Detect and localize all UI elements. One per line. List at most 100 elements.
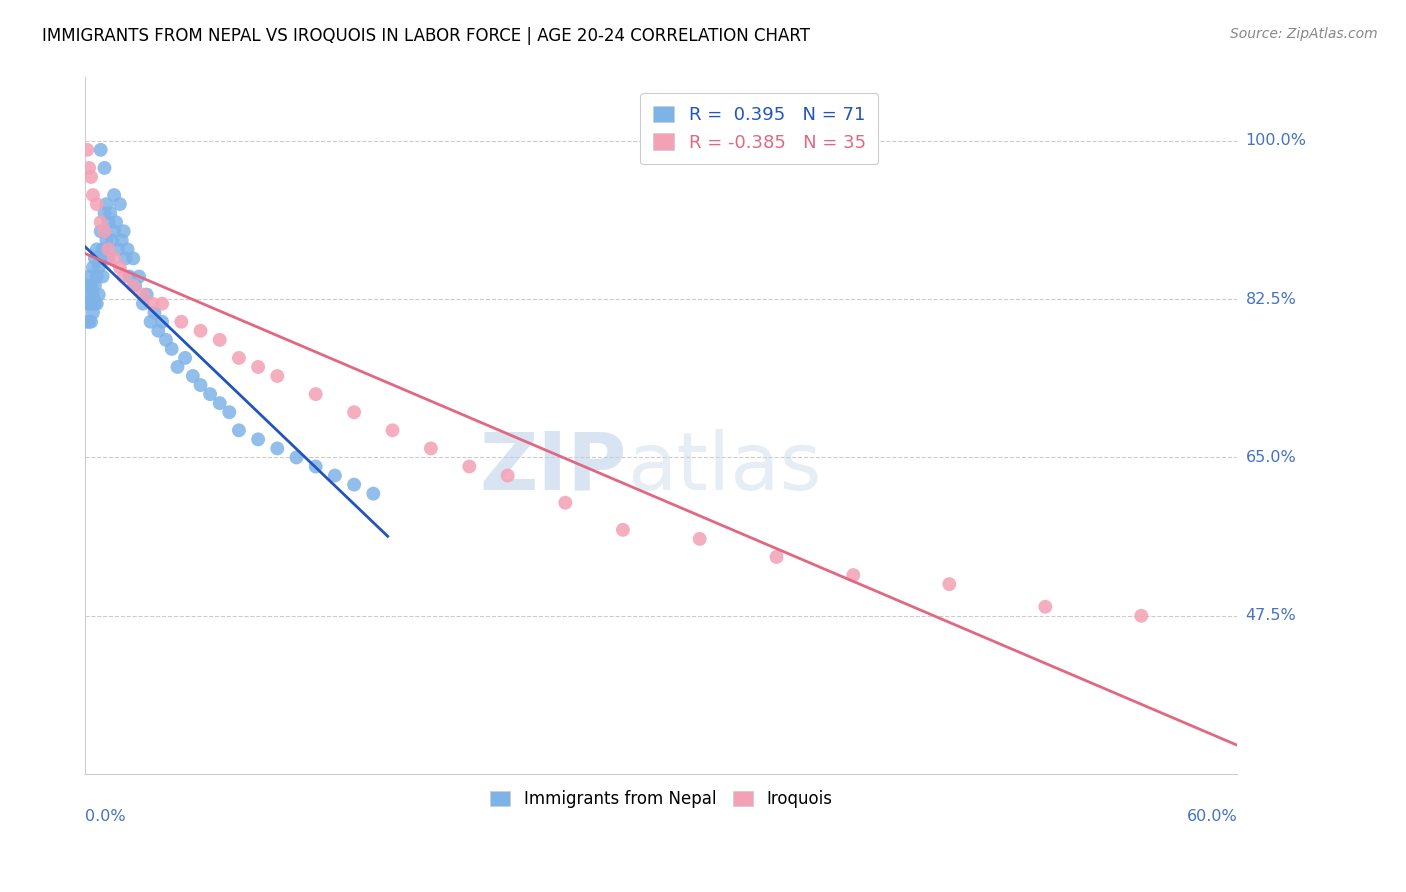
Point <box>765 549 787 564</box>
Point <box>80 169 103 184</box>
Point <box>80 278 103 293</box>
Point <box>323 468 346 483</box>
Point <box>305 459 328 474</box>
Point <box>122 252 145 266</box>
Point <box>266 369 288 384</box>
Point <box>86 296 108 310</box>
Point <box>343 477 366 491</box>
Text: atlas: atlas <box>627 428 821 507</box>
Point <box>612 523 634 537</box>
Point <box>218 405 240 419</box>
Point <box>108 197 131 211</box>
Point <box>1033 599 1056 614</box>
Point <box>90 215 112 229</box>
Point <box>247 359 270 374</box>
Point <box>90 224 112 238</box>
Point <box>132 287 155 301</box>
Point <box>101 233 124 247</box>
Point <box>83 278 105 293</box>
Point <box>76 296 98 310</box>
Text: 47.5%: 47.5% <box>1246 608 1296 624</box>
Point <box>208 396 231 410</box>
Point <box>128 269 150 284</box>
Point <box>105 215 128 229</box>
Point <box>381 423 404 437</box>
Text: 65.0%: 65.0% <box>1246 450 1296 465</box>
Point <box>82 306 104 320</box>
Point <box>93 224 115 238</box>
Point <box>76 143 98 157</box>
Point <box>96 197 118 211</box>
Point <box>86 269 108 284</box>
Point <box>83 252 105 266</box>
Point <box>174 351 197 365</box>
Point <box>97 215 120 229</box>
Point <box>87 287 110 301</box>
Point <box>458 459 481 474</box>
Point <box>86 197 108 211</box>
Text: IMMIGRANTS FROM NEPAL VS IROQUOIS IN LABOR FORCE | AGE 20-24 CORRELATION CHART: IMMIGRANTS FROM NEPAL VS IROQUOIS IN LAB… <box>42 27 810 45</box>
Point <box>1130 608 1153 623</box>
Point <box>181 369 204 384</box>
Point <box>343 405 366 419</box>
Point <box>247 433 270 447</box>
Point <box>135 287 157 301</box>
Point <box>93 206 115 220</box>
Point <box>76 278 98 293</box>
Point <box>842 568 865 582</box>
Point <box>87 260 110 275</box>
Point <box>80 296 103 310</box>
Point <box>93 161 115 175</box>
Point <box>82 260 104 275</box>
Point <box>77 315 100 329</box>
Point <box>91 243 114 257</box>
Text: 0.0%: 0.0% <box>86 809 127 824</box>
Point <box>208 333 231 347</box>
Point <box>77 287 100 301</box>
Point <box>285 450 308 465</box>
Point <box>90 143 112 157</box>
Point <box>80 315 103 329</box>
Point <box>83 296 105 310</box>
Point <box>82 287 104 301</box>
Point <box>554 496 576 510</box>
Point <box>93 243 115 257</box>
Point <box>86 243 108 257</box>
Point <box>228 423 250 437</box>
Point <box>160 342 183 356</box>
Point <box>82 188 104 202</box>
Point <box>112 269 135 284</box>
Point <box>76 315 98 329</box>
Point <box>117 243 139 257</box>
Point <box>90 252 112 266</box>
Point <box>141 296 163 310</box>
Point <box>98 206 121 220</box>
Point <box>108 260 131 275</box>
Point <box>143 306 166 320</box>
Point <box>77 296 100 310</box>
Point <box>496 468 519 483</box>
Point <box>150 296 173 310</box>
Point <box>77 161 100 175</box>
Point <box>132 296 155 310</box>
Point <box>103 252 125 266</box>
Point <box>112 224 135 238</box>
Point <box>97 243 120 257</box>
Point <box>190 324 212 338</box>
Point <box>111 233 134 247</box>
Text: Source: ZipAtlas.com: Source: ZipAtlas.com <box>1230 27 1378 41</box>
Point <box>166 359 188 374</box>
Point <box>77 269 100 284</box>
Point <box>419 442 441 456</box>
Point <box>97 252 120 266</box>
Point <box>363 486 385 500</box>
Point <box>228 351 250 365</box>
Point <box>198 387 221 401</box>
Point <box>689 532 711 546</box>
Point <box>91 269 114 284</box>
Point <box>150 315 173 329</box>
Point <box>122 278 145 293</box>
Point <box>124 278 146 293</box>
Legend: Immigrants from Nepal, Iroquois: Immigrants from Nepal, Iroquois <box>484 783 839 814</box>
Point <box>190 378 212 392</box>
